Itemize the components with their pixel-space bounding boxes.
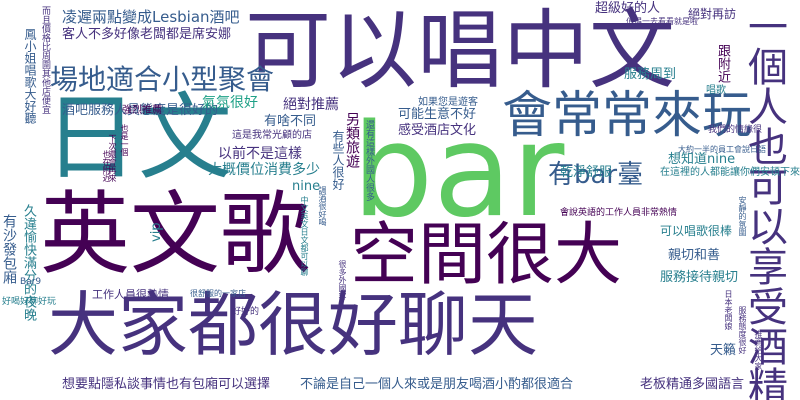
word-sofa-booth: 有沙發包廂 [1,214,17,284]
word-japanese: 日文 [44,84,233,193]
word-quiet-vibe: 安靜的氛圍 [738,196,747,236]
word-what-is-different: 有啥不同 [264,114,317,129]
word-strong-recommend: 強烈推薦 [122,105,162,116]
word-has-bar-counter: 有bar臺 [548,160,644,190]
word-clean-comfortable: 乾淨舒服 [560,165,613,180]
word-settle-down: 在這裡的人都能讓你們安頓下來 [660,167,800,178]
word-some-nice-people: 有些人很好 [331,130,345,190]
word-alt-travel: 另類旅遊 [344,112,360,168]
word-alone-or-friends: 不論是自己一個人來或是朋友喝酒小酌都很適合 [300,377,574,392]
word-good-service: 服務周到 [624,67,677,82]
word-cocktails-good: 調酒很好喝 [318,186,327,226]
word-lesbian-bar: 凌遲兩點變成Lesbian酒吧 [62,8,240,26]
word-heavenly: 天籟 [710,343,737,358]
word-singing: 唱歌 [706,85,726,96]
word-bad-business: 可能生意不好 [398,107,477,122]
word-multilingual-owner: 老板精通多國語言 [640,377,745,392]
word-comfy-shop: 很舒服的一家店 [190,289,246,298]
word-can-sing-chinese: 可以唱中文 [245,1,675,101]
word-nine: nine [292,179,321,194]
word-english-staff: 會說英語的工作人員非常熱情 [560,208,678,218]
word-nice-nice: 好好的 [232,307,260,317]
word-enthusiastic-staff: 工作人員很熱情 [92,288,169,301]
word-japanese-staff: 大約一半的員工會說日語 [678,145,766,154]
word-vip: vip [149,222,164,242]
word-japanese-hostess: 日本老闆娘 [724,290,733,330]
word-also-one: 也是一個 [120,124,129,156]
word-come-again: 下次還會再來 [108,134,117,182]
word-price-range: 大概價位消費多少 [208,162,320,178]
word-will-revisit: 絕對再訪 [688,7,737,21]
word-recommend-all: 推薦給大家 [754,330,763,370]
word-service-attitude: 服務態度很好 [738,306,747,354]
word-want-know-nine: 想知道nine [668,152,736,167]
word-foreign-guests: 很多外國客人 [338,260,347,308]
word-few-customers: 客人不多好像老闆都是席安娜 [62,27,232,42]
word-english-songs: 英文歌 [40,182,310,287]
word-enjoy-alone: 一個人也可以享受酒精飲料 [741,6,787,400]
word-spacious: 空間很大 [350,216,623,295]
word-good-drinks: 好喝好聊好玩 [2,297,57,307]
word-not-like-before: 以前不是這樣 [218,146,302,162]
word-cheaper: 而且價格比周圍其他店便宜 [40,6,50,114]
word-highly-recommend: 絕對推薦 [283,97,339,113]
word-three-languages: 中文英文日文都可以聊 [300,196,309,276]
word-nearby: 跟附近 [715,44,730,83]
word-singer-nice: 鳳小姐唱歌大好聽 [23,28,37,124]
word-private-room: 想要點隱私談事情也有包廂可以選擇 [62,377,271,392]
word-bar9: Bar9 [20,277,42,287]
word-our-bond: 我們的情緣很 [708,125,763,135]
word-also-nearby: 也在附近 [102,150,111,182]
word-reception-kind: 服務接待親切 [660,270,739,285]
word-regular-shop: 這是我常光顧的店 [232,130,312,141]
word-worth-visit: 值得一去看看就是啦 [626,17,698,26]
word-super-nice: 超級好的人 [595,1,661,16]
word-hotel-culture: 感受酒店文化 [398,123,477,138]
word-bar: bar [352,97,565,246]
word-come-often: 會常常來玩 [502,86,752,144]
word-staff-friendly: 酒吧服務人員態度是很好的 [62,103,219,118]
word-small-party-venue: 場地適合小型聚會 [50,63,275,96]
word-kind-friendly: 親切和善 [668,248,721,263]
word-many-foreigners: 還有這樣外國人很多 [364,120,374,201]
word-everyone-chats: 大家都很好聊天 [48,284,538,366]
word-if-tourist: 如果您是遊客 [418,97,478,108]
word-good-atmosphere: 氣氛很好 [202,95,258,111]
word-singing-great: 可以唱歌很棒 [660,224,733,238]
word-happy-night: 久違愉快滿分的夜晚 [21,204,36,321]
